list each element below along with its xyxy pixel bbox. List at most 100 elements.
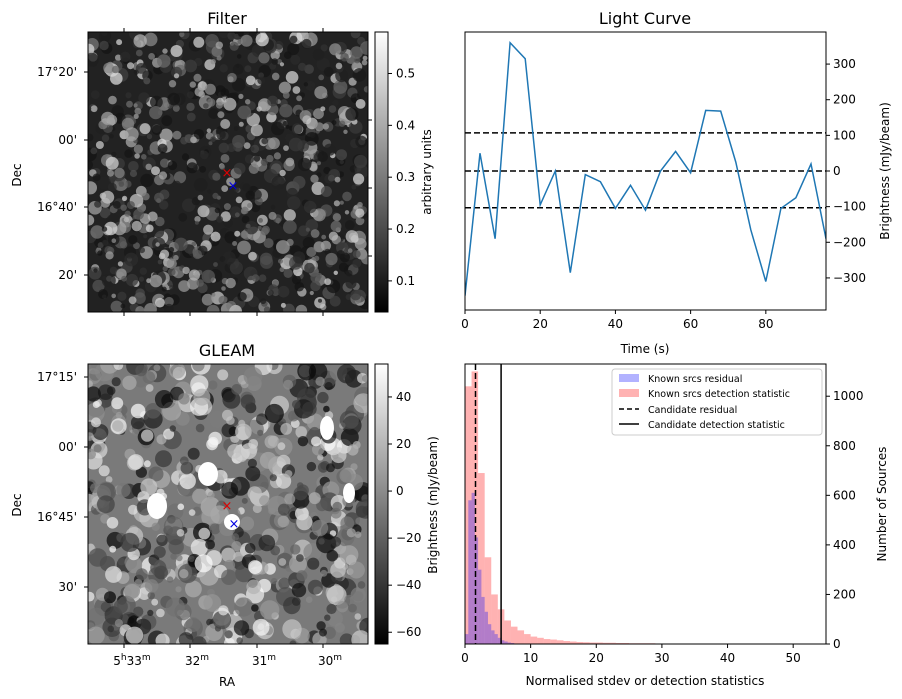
- noise-blob: [113, 599, 128, 614]
- noise-blob: [101, 273, 116, 288]
- noise-blob: [231, 78, 246, 92]
- noise-blob: [306, 461, 317, 472]
- noise-blob: [171, 66, 183, 78]
- noise-blob: [290, 544, 301, 555]
- noise-blob: [260, 600, 280, 620]
- noise-blob: [317, 391, 329, 404]
- noise-blob: [245, 466, 261, 482]
- noise-blob: [88, 160, 94, 170]
- noise-blob: [224, 637, 235, 644]
- noise-blob: [128, 504, 138, 515]
- noise-blob: [93, 525, 103, 536]
- noise-blob: [148, 466, 164, 482]
- noise-blob: [120, 303, 126, 309]
- noise-blob: [124, 252, 139, 267]
- noise-blob: [231, 533, 240, 541]
- noise-blob: [271, 58, 279, 65]
- histogram-bar: [570, 641, 577, 644]
- noise-blob: [143, 460, 151, 468]
- noise-blob: [218, 605, 229, 616]
- noise-blob: [186, 162, 198, 174]
- noise-blob: [97, 176, 111, 190]
- noise-blob: [336, 149, 347, 161]
- noise-blob: [123, 217, 129, 223]
- noise-blob: [194, 220, 199, 225]
- histogram-bar: [563, 641, 571, 644]
- noise-blob: [124, 210, 131, 217]
- noise-blob: [143, 32, 158, 47]
- filter-marker-blue: ×: [228, 179, 239, 194]
- noise-blob: [221, 547, 236, 562]
- noise-blob: [141, 192, 150, 201]
- noise-blob: [264, 403, 284, 424]
- noise-blob: [226, 177, 236, 187]
- noise-blob: [278, 81, 291, 94]
- noise-blob: [101, 134, 110, 142]
- noise-blob: [256, 106, 262, 112]
- y-tick-label: −300: [833, 271, 866, 285]
- noise-blob: [340, 52, 349, 62]
- noise-blob: [310, 272, 321, 283]
- noise-blob: [194, 87, 204, 97]
- noise-blob: [95, 141, 104, 149]
- colorbar-tick-label: 0.5: [396, 66, 415, 80]
- colorbar-tick-label: 0: [396, 484, 404, 498]
- noise-blob: [271, 72, 280, 81]
- x-tick-label: 30: [654, 651, 669, 665]
- gleam-colorbar: [374, 363, 389, 645]
- noise-blob: [103, 62, 114, 74]
- gleam-xtick-label: 5h33m: [113, 653, 150, 668]
- colorbar-tick-label: 20: [396, 437, 411, 451]
- noise-blob: [350, 289, 362, 301]
- noise-blob: [220, 154, 230, 163]
- histogram-bar: [468, 500, 472, 644]
- y-tick-label: 400: [833, 538, 856, 552]
- noise-blob: [353, 591, 364, 602]
- histogram-bar: [517, 630, 525, 644]
- noise-blob: [224, 231, 237, 244]
- gleam-ytick-label: 00': [58, 440, 77, 454]
- noise-blob: [251, 604, 259, 612]
- noise-blob: [150, 559, 167, 576]
- noise-blob: [170, 553, 177, 560]
- noise-blob: [309, 426, 320, 438]
- noise-blob: [351, 630, 368, 644]
- noise-blob: [244, 543, 256, 554]
- y-tick-label: 300: [833, 57, 856, 71]
- filter-panel: Filter × × 17°20' 00' 16°40' 20' Dec: [10, 9, 434, 316]
- noise-blob: [203, 103, 209, 109]
- light-curve-x-ticks: 0 20 40 60 80: [461, 310, 773, 331]
- noise-blob: [313, 255, 320, 262]
- noise-blob: [235, 423, 252, 441]
- noise-blob: [245, 190, 255, 200]
- noise-blob: [304, 64, 314, 74]
- noise-blob: [282, 619, 302, 639]
- gleam-panel: GLEAM × × 17°15' 00' 16°45' 30' Dec 5h33…: [10, 341, 440, 689]
- noise-blob: [155, 242, 160, 247]
- colorbar-tick-label: −40: [396, 578, 421, 592]
- noise-blob: [98, 465, 110, 477]
- noise-blob: [88, 626, 105, 644]
- histogram-bar: [524, 634, 531, 644]
- noise-blob: [260, 227, 269, 236]
- legend-label: Candidate residual: [648, 405, 737, 416]
- noise-blob: [355, 99, 366, 109]
- gleam-ytick-label: 16°45': [37, 510, 77, 524]
- noise-blob: [260, 158, 268, 166]
- noise-blob: [93, 268, 98, 273]
- noise-blob: [101, 111, 115, 125]
- noise-blob: [128, 235, 138, 245]
- noise-blob: [218, 142, 229, 153]
- noise-blob: [245, 99, 251, 105]
- noise-blob: [352, 250, 361, 259]
- noise-blob: [329, 295, 341, 307]
- noise-blob: [99, 207, 111, 219]
- noise-blob: [292, 175, 306, 189]
- noise-blob: [166, 86, 173, 94]
- noise-blob: [220, 88, 230, 97]
- noise-blob: [217, 111, 225, 119]
- noise-blob: [157, 54, 171, 68]
- noise-blob: [261, 137, 269, 145]
- noise-blob: [335, 69, 349, 83]
- x-tick-label: 20: [533, 317, 548, 331]
